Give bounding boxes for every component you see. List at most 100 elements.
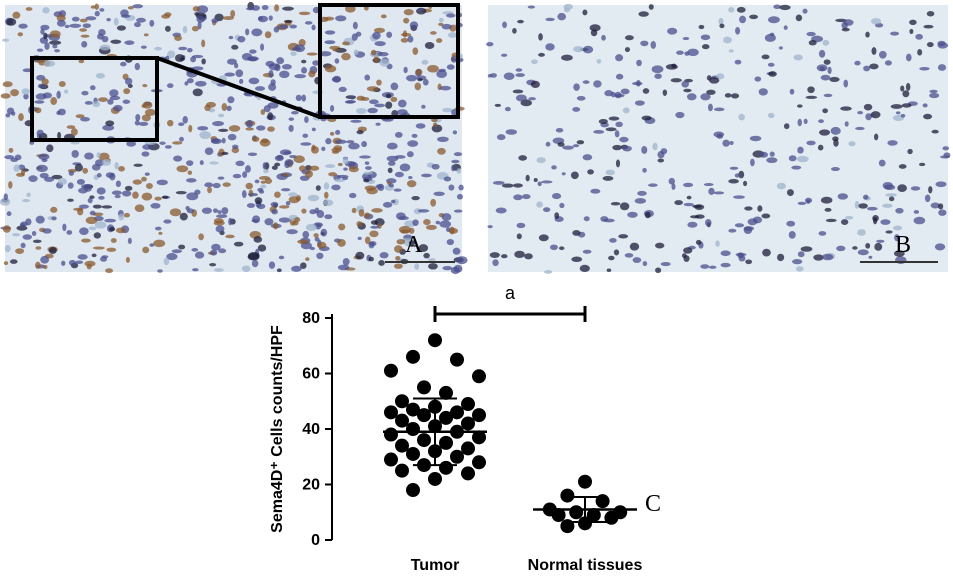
cell	[494, 103, 501, 107]
cell	[324, 65, 337, 73]
cell	[71, 16, 80, 22]
cell	[11, 111, 16, 116]
cell	[283, 19, 293, 23]
cell	[938, 203, 944, 210]
cell	[136, 17, 146, 23]
cell	[486, 42, 494, 47]
cell	[435, 38, 443, 43]
cell	[51, 216, 57, 221]
cell	[300, 262, 307, 270]
cell	[660, 261, 671, 267]
cell	[35, 215, 45, 224]
cell	[108, 226, 116, 232]
cell	[106, 17, 111, 22]
cell	[601, 34, 606, 41]
cell	[923, 24, 934, 29]
cell	[374, 218, 385, 227]
cell	[576, 95, 586, 101]
cell	[624, 35, 634, 41]
cell	[40, 255, 50, 264]
cell	[582, 249, 592, 254]
cell	[729, 140, 734, 146]
cell	[235, 69, 244, 78]
cell	[452, 247, 461, 255]
cell	[94, 3, 99, 10]
cell	[302, 230, 310, 239]
cell	[545, 141, 551, 147]
cell	[396, 109, 408, 116]
cell	[806, 140, 816, 146]
cell	[545, 43, 555, 51]
cell	[818, 231, 827, 236]
cell	[791, 165, 802, 170]
cell	[120, 61, 127, 67]
cell	[21, 168, 26, 176]
micrograph-b	[486, 3, 951, 274]
cell	[840, 106, 852, 111]
cell	[278, 217, 291, 223]
cell	[422, 78, 429, 86]
cell	[369, 99, 379, 105]
cell	[337, 162, 343, 167]
cell	[2, 81, 13, 88]
cell	[126, 140, 136, 147]
cell	[42, 92, 52, 99]
cell	[312, 60, 320, 66]
cell	[37, 83, 45, 89]
cell	[695, 239, 702, 245]
cell	[451, 164, 456, 172]
cell	[84, 185, 92, 192]
cell	[311, 24, 316, 31]
cell	[40, 24, 50, 31]
cell	[430, 31, 437, 35]
data-point	[560, 488, 575, 503]
cell	[79, 18, 88, 23]
cell	[620, 88, 630, 95]
cell	[305, 170, 313, 178]
cell	[86, 263, 92, 270]
cell	[409, 21, 419, 29]
cell	[338, 223, 346, 231]
cell	[113, 104, 123, 112]
cell	[364, 74, 371, 81]
cell	[267, 126, 275, 132]
cell	[433, 122, 438, 127]
cell	[12, 11, 21, 19]
cell	[890, 31, 900, 36]
cell	[228, 217, 233, 226]
cell	[855, 126, 865, 131]
cell	[554, 212, 560, 219]
cell	[448, 184, 455, 191]
cell	[294, 74, 307, 79]
cell	[489, 252, 500, 259]
cell	[393, 263, 403, 269]
cell	[356, 95, 366, 101]
cell	[109, 89, 119, 97]
cell	[308, 70, 316, 78]
cell	[125, 77, 133, 85]
cell	[132, 191, 139, 199]
cell	[141, 176, 147, 182]
cell	[865, 113, 872, 121]
cell	[390, 96, 398, 102]
cell	[102, 124, 115, 131]
data-point	[578, 516, 592, 531]
cell	[74, 163, 83, 172]
cell	[438, 22, 444, 26]
micrograph-overlay	[30, 3, 938, 263]
cell	[786, 189, 794, 197]
cell	[44, 176, 55, 182]
data-point	[472, 408, 486, 423]
cell	[331, 150, 340, 154]
cell	[456, 193, 463, 200]
cell	[207, 186, 212, 194]
cell	[503, 72, 515, 81]
cell	[783, 123, 790, 130]
cell	[694, 204, 705, 210]
cell	[823, 93, 833, 98]
cell	[2, 38, 10, 42]
cell	[441, 23, 452, 30]
cell	[642, 167, 647, 173]
cell	[81, 90, 89, 96]
cell	[22, 199, 31, 203]
